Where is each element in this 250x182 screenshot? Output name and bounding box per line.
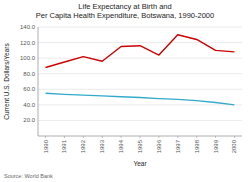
grid-line [38, 42, 242, 43]
x-tick [102, 136, 103, 138]
chart: Life Expectancy at Birth andPer Capita H… [0, 0, 250, 182]
x-tick [215, 136, 216, 138]
x-tick [196, 136, 197, 138]
grid [38, 27, 242, 120]
x-axis-label: Year [133, 160, 147, 167]
y-tick-label: 100.0 [20, 55, 36, 61]
y-tick-label: 20.0 [23, 117, 35, 123]
grid-line [38, 58, 242, 59]
x-tick [158, 136, 159, 138]
x-tick-label: 1997 [175, 139, 181, 153]
grid-line [38, 120, 242, 121]
x-tick [234, 136, 235, 138]
x-tick [121, 136, 122, 138]
series-line [46, 93, 235, 105]
annotation: Source: World Bank [4, 173, 53, 179]
plot-area [46, 35, 235, 105]
x-tick-label: 1991 [61, 139, 67, 153]
x-tick [45, 136, 46, 138]
y-tick-label: 80.0 [23, 71, 35, 77]
x-tick-label: 1994 [118, 139, 124, 153]
x-tick [64, 136, 65, 138]
x-tick-label: 1990 [43, 139, 49, 153]
title: Life Expectancy at Birth andPer Capita H… [36, 2, 214, 20]
y-tick-label: 120.0 [20, 40, 36, 46]
y-axis-label: Current U.S. Dollars/Years [3, 43, 10, 120]
series-line [46, 35, 235, 68]
x-tick [140, 136, 141, 138]
y-tick-label: 60.0 [23, 86, 35, 92]
x-tick-label: 1993 [99, 139, 105, 153]
x-tick-label: 1996 [156, 139, 162, 153]
x-tick-label: 1992 [80, 139, 86, 153]
x-tick-label: 2000 [231, 139, 237, 153]
grid-line [38, 27, 242, 28]
grid-line [38, 104, 242, 105]
x-tick [83, 136, 84, 138]
y-axis [38, 27, 39, 136]
y-tick-label: 40.0 [23, 102, 35, 108]
x-tick [177, 136, 178, 138]
x-tick-label: 1999 [213, 139, 219, 153]
y-tick-label: 140.0 [20, 24, 36, 30]
grid-line [38, 89, 242, 90]
grid-line [38, 73, 242, 74]
x-tick-label: 1995 [137, 139, 143, 153]
x-tick-label: 1998 [194, 139, 200, 153]
